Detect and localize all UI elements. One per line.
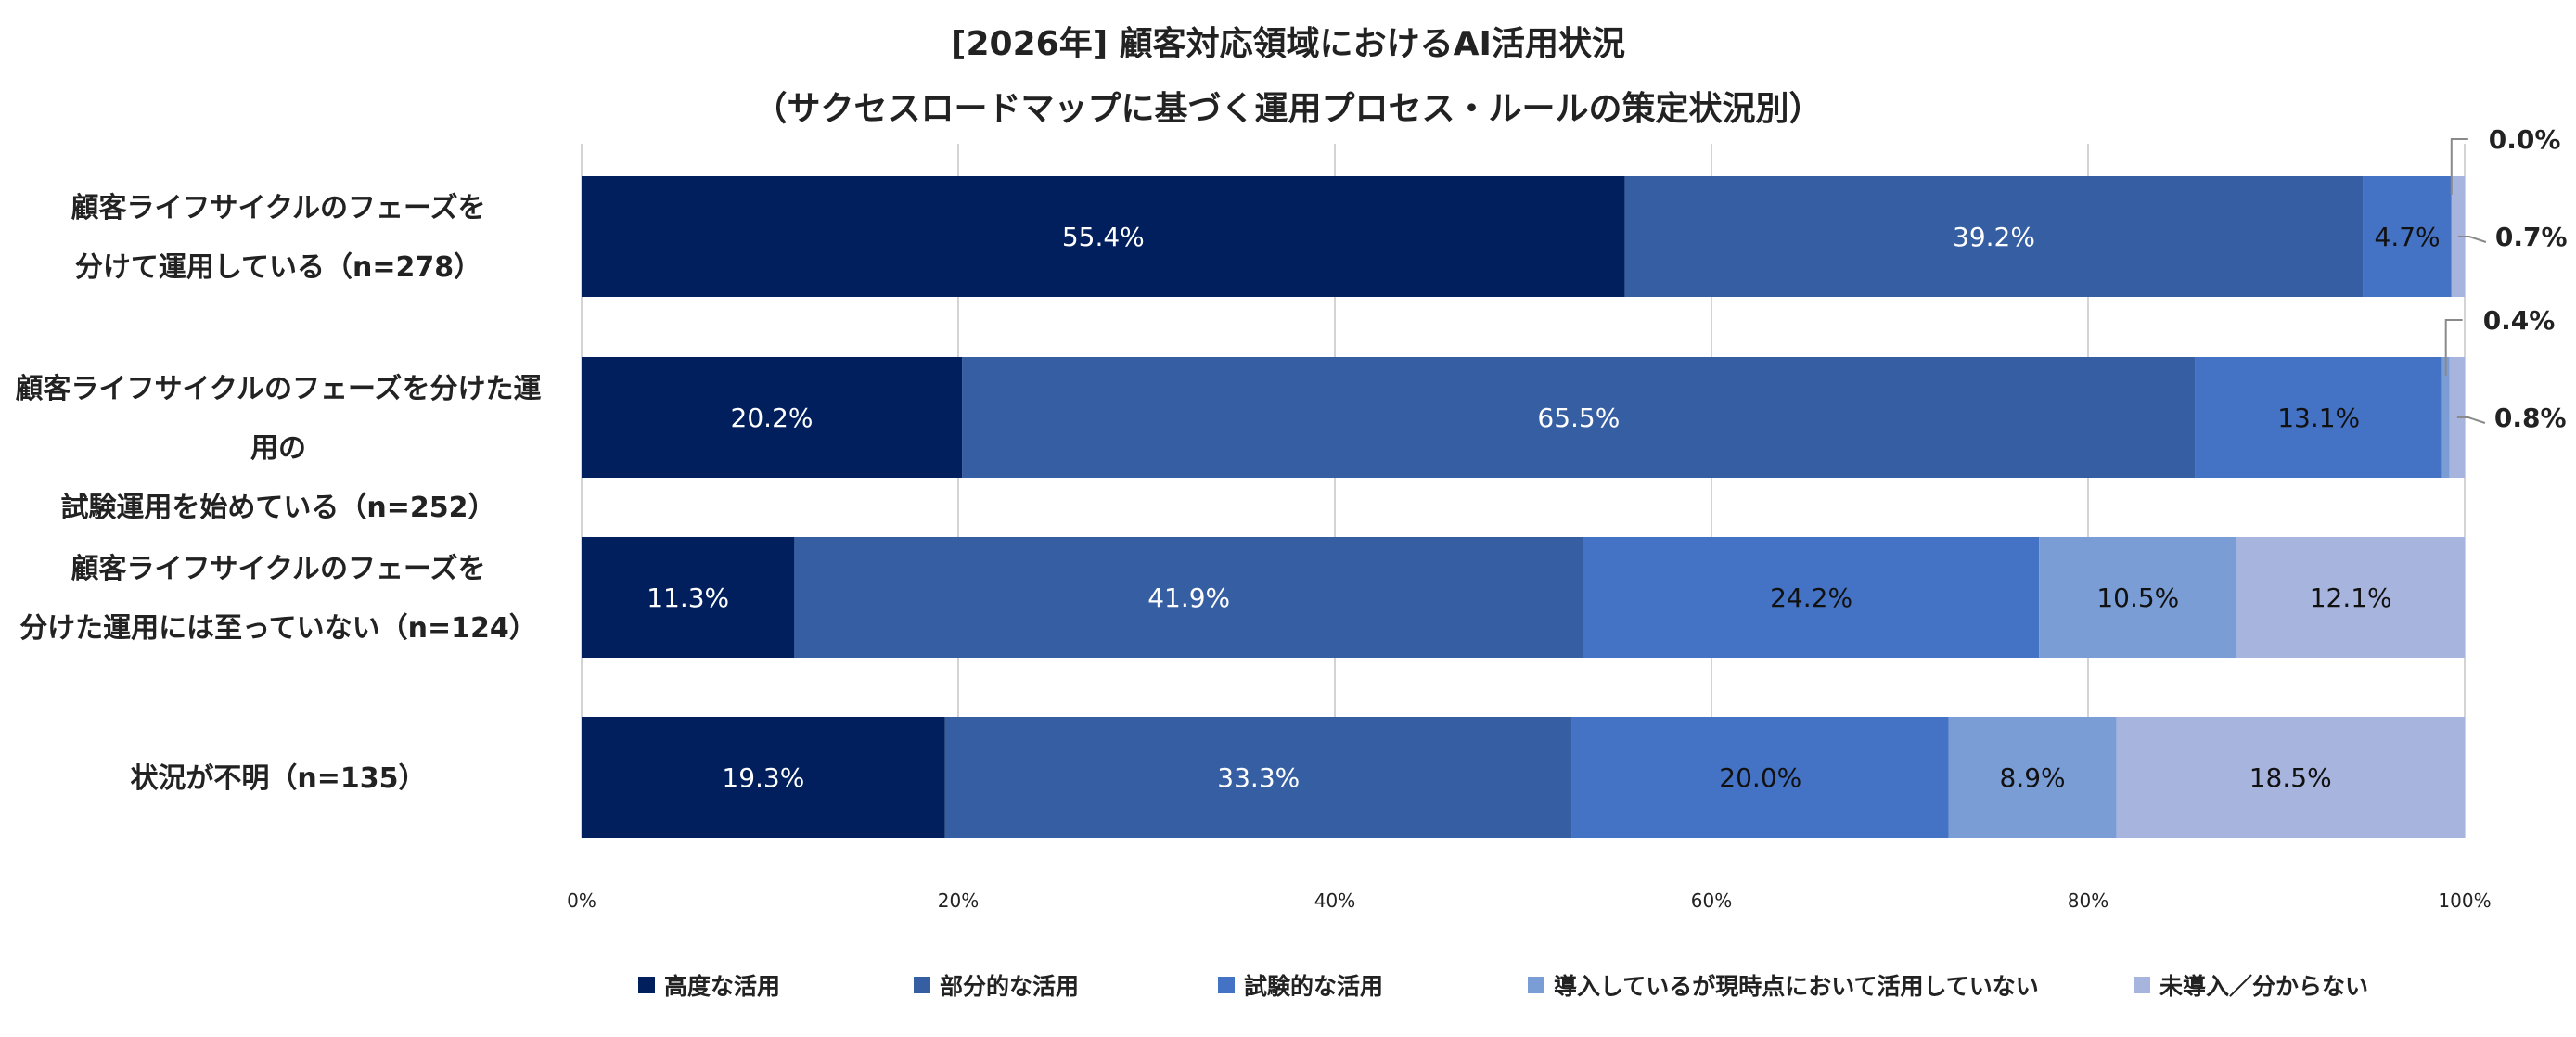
data-label: 18.5% (2249, 762, 2332, 793)
legend-label: 導入しているが現時点において活用していない (1554, 973, 2039, 1000)
bar-segment (2363, 176, 2452, 297)
data-label: 20.0% (1719, 762, 1801, 793)
legend-swatch (914, 977, 930, 993)
category-label-line: 顧客ライフサイクルのフェーズを (70, 192, 486, 224)
category-label-line: 状況が不明（n=135） (130, 762, 427, 795)
data-label: 10.5% (2096, 583, 2179, 613)
data-label: 13.1% (2277, 403, 2360, 433)
callout-line (2444, 319, 2463, 376)
x-tick-label: 60% (1691, 890, 1732, 912)
data-label: 65.5% (1537, 403, 1620, 433)
data-label: 20.2% (731, 403, 814, 433)
bar-segment (1624, 176, 2364, 297)
data-label: 41.9% (1147, 583, 1230, 613)
bar-segment (962, 357, 2196, 478)
legend-item: 部分的な活用 (914, 968, 1079, 1002)
x-tick-label: 20% (938, 890, 979, 912)
chart-area: 0% 20% 40% 60% 80% 100% 55.4% 39.2% 4.7% 0.0% 0.7%… (567, 124, 2568, 912)
legend-label: 高度な活用 (664, 973, 781, 1000)
x-tick-label: 80% (2068, 890, 2108, 912)
data-label: 12.1% (2310, 583, 2392, 613)
bar-segment (944, 717, 1572, 838)
legend-swatch (1528, 977, 1544, 993)
callout-line (2450, 138, 2468, 195)
data-label: 39.2% (1953, 222, 2035, 252)
bar-segment (582, 537, 795, 658)
data-label: 4.7% (2375, 222, 2441, 252)
category-label-line: 顧客ライフサイクルのフェーズを分けた運用の (15, 373, 542, 465)
data-label: 8.9% (2000, 762, 2066, 793)
data-label: 19.3% (722, 762, 804, 793)
legend-swatch (638, 977, 655, 993)
legend-item: 導入しているが現時点において活用していない (1528, 968, 2039, 1002)
x-tick-label: 100% (2438, 890, 2491, 912)
category-label-line: 分けて運用している（n=278） (74, 251, 482, 284)
data-label: 11.3% (647, 583, 729, 613)
bar-segment (2441, 357, 2450, 478)
legend-item: 未導入／分からない (2134, 968, 2368, 1002)
data-label: 33.3% (1217, 762, 1300, 793)
data-label: 55.4% (1062, 222, 1145, 252)
callout-line (2456, 416, 2486, 424)
data-label: 0.7% (2495, 222, 2568, 252)
category-label: 状況が不明（n=135） (9, 749, 547, 809)
legend: 高度な活用 部分的な活用 試験的な活用 導入しているが現時点において活用していない 未導… (0, 968, 2576, 1005)
data-label: 24.2% (1770, 583, 1852, 613)
bar-segment (794, 537, 1583, 658)
bar-segment (2195, 357, 2442, 478)
bar-segment (582, 357, 963, 478)
bar-segment (2039, 537, 2237, 658)
data-label: 0.4% (2483, 305, 2556, 336)
legend-item: 試験的な活用 (1218, 968, 1383, 1002)
data-label: 0.0% (2489, 124, 2561, 155)
category-label-line: 顧客ライフサイクルのフェーズを (70, 553, 486, 585)
bar-segment (582, 176, 1625, 297)
data-label: 0.8% (2494, 403, 2567, 433)
bar-segment (1583, 537, 2040, 658)
legend-swatch (1218, 977, 1235, 993)
legend-label: 試験的な活用 (1244, 973, 1384, 1000)
legend-label: 部分的な活用 (940, 973, 1080, 1000)
chart-title: [2026年] 顧客対応領域におけるAI活用状況 (951, 25, 1625, 63)
category-label-line: 試験運用を始めている（n=252） (60, 492, 496, 524)
x-tick-label: 0% (567, 890, 596, 912)
bar-segment (1948, 717, 2117, 838)
category-label-line: 分けた運用には至っていない（n=124） (19, 612, 537, 645)
bar-segment (1571, 717, 1949, 838)
bar-segment (582, 717, 945, 838)
category-label: 顧客ライフサイクルのフェーズを分けた運用の試験運用を始めている（n=252） (9, 360, 547, 538)
bar-segment (2116, 717, 2465, 838)
x-tick-label: 40% (1314, 890, 1355, 912)
chart-subtitle: （サクセスロードマップに基づく運用プロセス・ルールの策定状況別） (753, 90, 1823, 128)
bar-segment (2236, 537, 2465, 658)
callout-line (2457, 236, 2487, 243)
legend-swatch (2134, 977, 2150, 993)
legend-label: 未導入／分からない (2159, 973, 2369, 1000)
category-label: 顧客ライフサイクルのフェーズを 分けて運用している（n=278） (9, 179, 547, 298)
legend-item: 高度な活用 (638, 968, 780, 1002)
category-label: 顧客ライフサイクルのフェーズを分けた運用には至っていない（n=124） (9, 540, 547, 659)
